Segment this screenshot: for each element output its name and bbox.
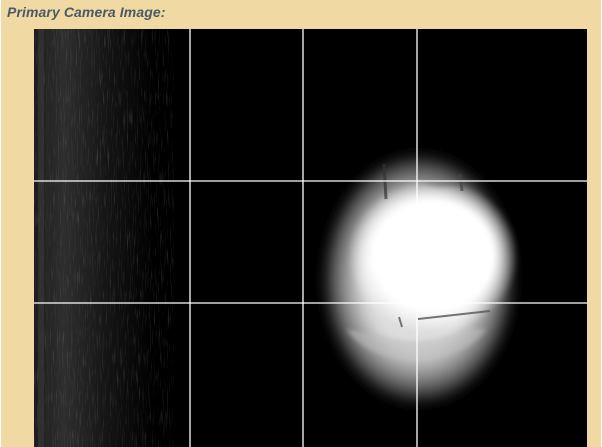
- camera-image: [34, 29, 587, 447]
- bright-object: [319, 149, 519, 409]
- alignment-grid: [34, 29, 587, 447]
- camera-image-svg: [34, 29, 587, 447]
- panel-title: Primary Camera Image:: [7, 4, 166, 20]
